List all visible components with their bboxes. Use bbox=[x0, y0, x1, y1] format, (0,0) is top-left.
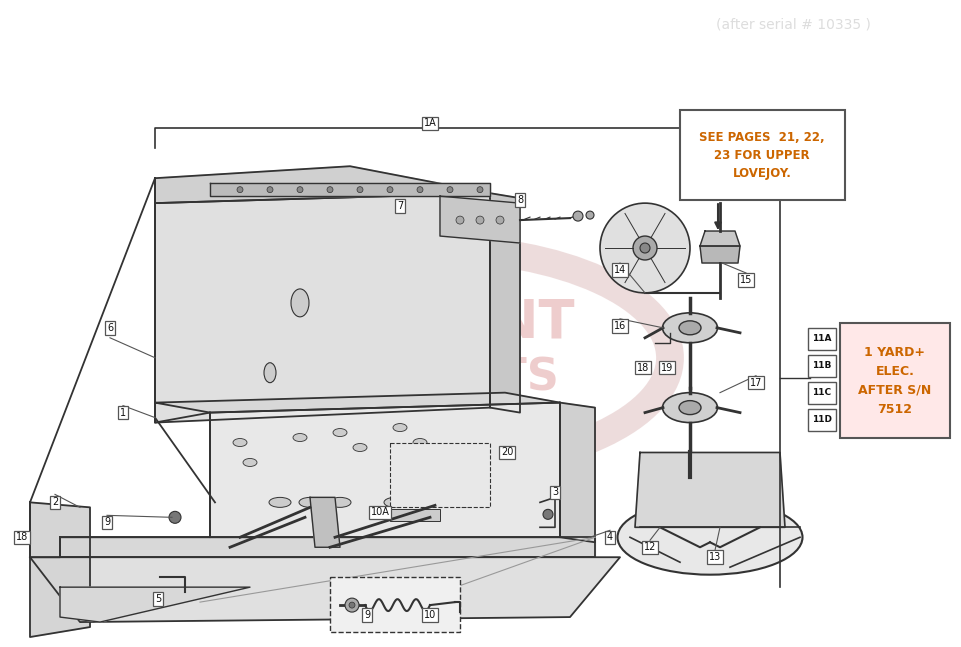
Polygon shape bbox=[209, 183, 489, 196]
Bar bbox=[330, 577, 459, 632]
Text: 19: 19 bbox=[660, 363, 673, 373]
Circle shape bbox=[639, 243, 650, 253]
Text: 3: 3 bbox=[552, 487, 557, 498]
Ellipse shape bbox=[293, 433, 307, 441]
Circle shape bbox=[632, 236, 656, 260]
Text: 11D: 11D bbox=[811, 415, 831, 424]
Circle shape bbox=[542, 509, 553, 520]
Text: 11C: 11C bbox=[812, 388, 830, 397]
Ellipse shape bbox=[329, 498, 351, 507]
Text: 15: 15 bbox=[739, 275, 752, 285]
Ellipse shape bbox=[617, 500, 801, 575]
Polygon shape bbox=[700, 231, 739, 246]
Bar bbox=[679, 111, 844, 200]
Text: SPECIALISTS: SPECIALISTS bbox=[240, 356, 559, 399]
Text: 11B: 11B bbox=[811, 361, 831, 370]
Circle shape bbox=[447, 187, 453, 193]
Bar bbox=[389, 443, 489, 507]
Text: 18: 18 bbox=[16, 532, 28, 542]
Polygon shape bbox=[155, 393, 559, 413]
Ellipse shape bbox=[662, 313, 717, 343]
Bar bbox=[389, 509, 439, 521]
Ellipse shape bbox=[419, 498, 440, 507]
Text: 6: 6 bbox=[107, 323, 113, 333]
Polygon shape bbox=[155, 193, 489, 422]
Text: SEE PAGES  21, 22,
23 FOR UPPER
LOVEJOY.: SEE PAGES 21, 22, 23 FOR UPPER LOVEJOY. bbox=[699, 131, 824, 180]
Bar bbox=[839, 323, 949, 437]
Text: 1 YARD+
ELEC.
AFTER S/N
7512: 1 YARD+ ELEC. AFTER S/N 7512 bbox=[857, 345, 930, 415]
Text: 9: 9 bbox=[363, 610, 370, 620]
Polygon shape bbox=[30, 502, 90, 637]
Ellipse shape bbox=[243, 459, 257, 466]
Ellipse shape bbox=[333, 428, 347, 437]
Circle shape bbox=[456, 216, 463, 224]
Circle shape bbox=[169, 511, 181, 523]
Polygon shape bbox=[439, 196, 520, 243]
Text: 7: 7 bbox=[397, 201, 403, 211]
Ellipse shape bbox=[678, 321, 701, 334]
Bar bbox=[807, 382, 835, 404]
Polygon shape bbox=[634, 452, 784, 527]
Text: 2: 2 bbox=[52, 498, 58, 507]
Ellipse shape bbox=[678, 400, 701, 415]
Text: 5: 5 bbox=[155, 594, 160, 604]
Text: 1A: 1A bbox=[423, 118, 436, 128]
Polygon shape bbox=[489, 193, 520, 413]
Circle shape bbox=[327, 187, 333, 193]
Ellipse shape bbox=[290, 289, 308, 317]
Polygon shape bbox=[30, 557, 619, 622]
Circle shape bbox=[573, 211, 582, 221]
Ellipse shape bbox=[353, 444, 366, 452]
Circle shape bbox=[585, 211, 593, 219]
Bar bbox=[807, 328, 835, 350]
Text: 14" STANDARD CHUTE ASSEMBLY: 14" STANDARD CHUTE ASSEMBLY bbox=[166, 10, 708, 38]
Text: 14: 14 bbox=[613, 265, 626, 275]
Bar bbox=[807, 409, 835, 430]
Text: 11A: 11A bbox=[811, 334, 831, 344]
Text: 13: 13 bbox=[708, 553, 721, 562]
Circle shape bbox=[297, 187, 303, 193]
Circle shape bbox=[476, 216, 483, 224]
Circle shape bbox=[477, 187, 482, 193]
Polygon shape bbox=[700, 246, 739, 263]
Ellipse shape bbox=[233, 439, 247, 446]
Text: 1: 1 bbox=[120, 408, 126, 417]
Ellipse shape bbox=[412, 439, 427, 446]
Circle shape bbox=[386, 187, 393, 193]
Text: 12: 12 bbox=[643, 542, 655, 553]
Text: (after serial # 10335 ): (after serial # 10335 ) bbox=[716, 17, 870, 31]
Polygon shape bbox=[209, 402, 559, 537]
Bar bbox=[807, 355, 835, 377]
Text: 4: 4 bbox=[606, 532, 612, 542]
Text: 10: 10 bbox=[424, 610, 435, 620]
Polygon shape bbox=[60, 587, 250, 622]
Polygon shape bbox=[309, 498, 339, 547]
Text: 8: 8 bbox=[516, 195, 523, 205]
Ellipse shape bbox=[263, 363, 276, 382]
Polygon shape bbox=[559, 402, 595, 542]
Polygon shape bbox=[155, 166, 489, 203]
Ellipse shape bbox=[269, 498, 290, 507]
Polygon shape bbox=[60, 537, 595, 557]
Circle shape bbox=[345, 598, 358, 612]
Circle shape bbox=[496, 216, 504, 224]
Text: 17: 17 bbox=[749, 378, 761, 388]
Circle shape bbox=[416, 187, 423, 193]
Ellipse shape bbox=[393, 424, 407, 432]
Circle shape bbox=[349, 602, 355, 608]
Ellipse shape bbox=[454, 498, 476, 507]
Ellipse shape bbox=[299, 498, 321, 507]
Circle shape bbox=[236, 187, 243, 193]
Text: 20: 20 bbox=[501, 448, 512, 457]
Text: eQUIPMENT: eQUIPMENT bbox=[225, 297, 575, 349]
Text: 16: 16 bbox=[613, 321, 626, 331]
Ellipse shape bbox=[662, 393, 717, 422]
Circle shape bbox=[357, 187, 362, 193]
Text: 9: 9 bbox=[104, 518, 110, 527]
Circle shape bbox=[267, 187, 273, 193]
Circle shape bbox=[600, 203, 689, 293]
Text: 18: 18 bbox=[636, 363, 649, 373]
Text: 10A: 10A bbox=[370, 507, 389, 518]
Ellipse shape bbox=[383, 498, 406, 507]
